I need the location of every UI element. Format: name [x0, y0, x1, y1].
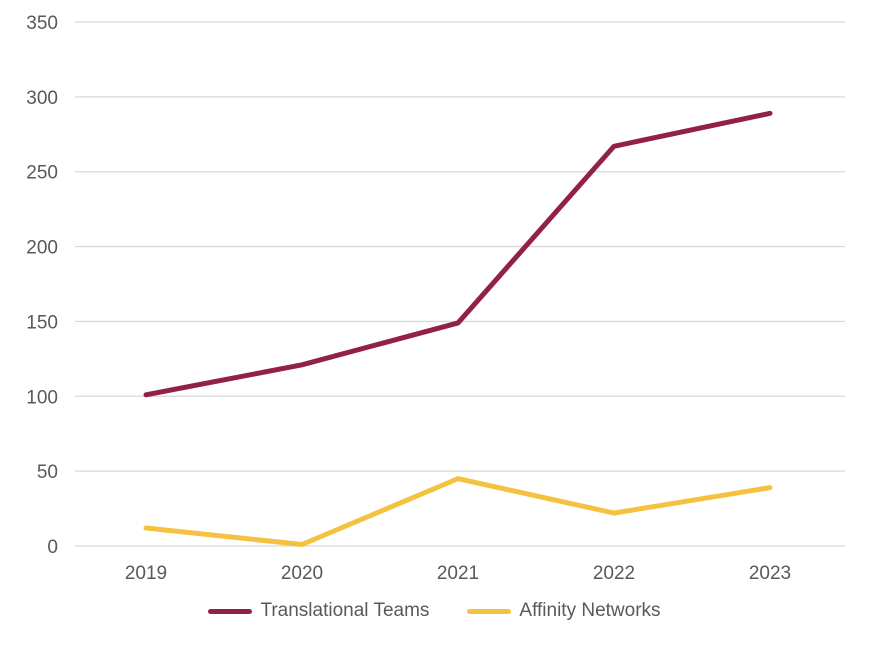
x-axis-tick-label: 2023 — [749, 563, 791, 584]
y-axis-tick-label: 200 — [26, 238, 58, 259]
y-axis-tick-label: 350 — [26, 13, 58, 34]
x-axis-tick-label: 2022 — [593, 563, 635, 584]
series-line-translational-teams — [143, 110, 773, 398]
x-axis-tick-label: 2021 — [437, 563, 479, 584]
y-axis-tick-label: 50 — [37, 462, 58, 483]
y-axis-tick-label: 0 — [47, 537, 58, 558]
legend-label: Affinity Networks — [519, 600, 661, 621]
y-axis-tick-label: 100 — [26, 387, 58, 408]
legend-swatch-line-icon — [208, 608, 253, 614]
legend-item-translational-teams: Translational Teams — [208, 600, 429, 622]
chart-legend: Translational Teams Affinity Networks — [0, 600, 869, 622]
x-axis-tick-label: 2020 — [281, 563, 323, 584]
y-axis-tick-label: 300 — [26, 88, 58, 109]
series-line-affinity-networks — [143, 476, 773, 548]
x-axis-tick-label: 2019 — [125, 563, 167, 584]
y-axis-tick-label: 150 — [26, 312, 58, 333]
legend-swatch-line-icon — [467, 608, 512, 614]
y-axis-tick-label: 250 — [26, 163, 58, 184]
legend-item-affinity-networks: Affinity Networks — [467, 600, 661, 622]
legend-label: Translational Teams — [260, 600, 430, 621]
